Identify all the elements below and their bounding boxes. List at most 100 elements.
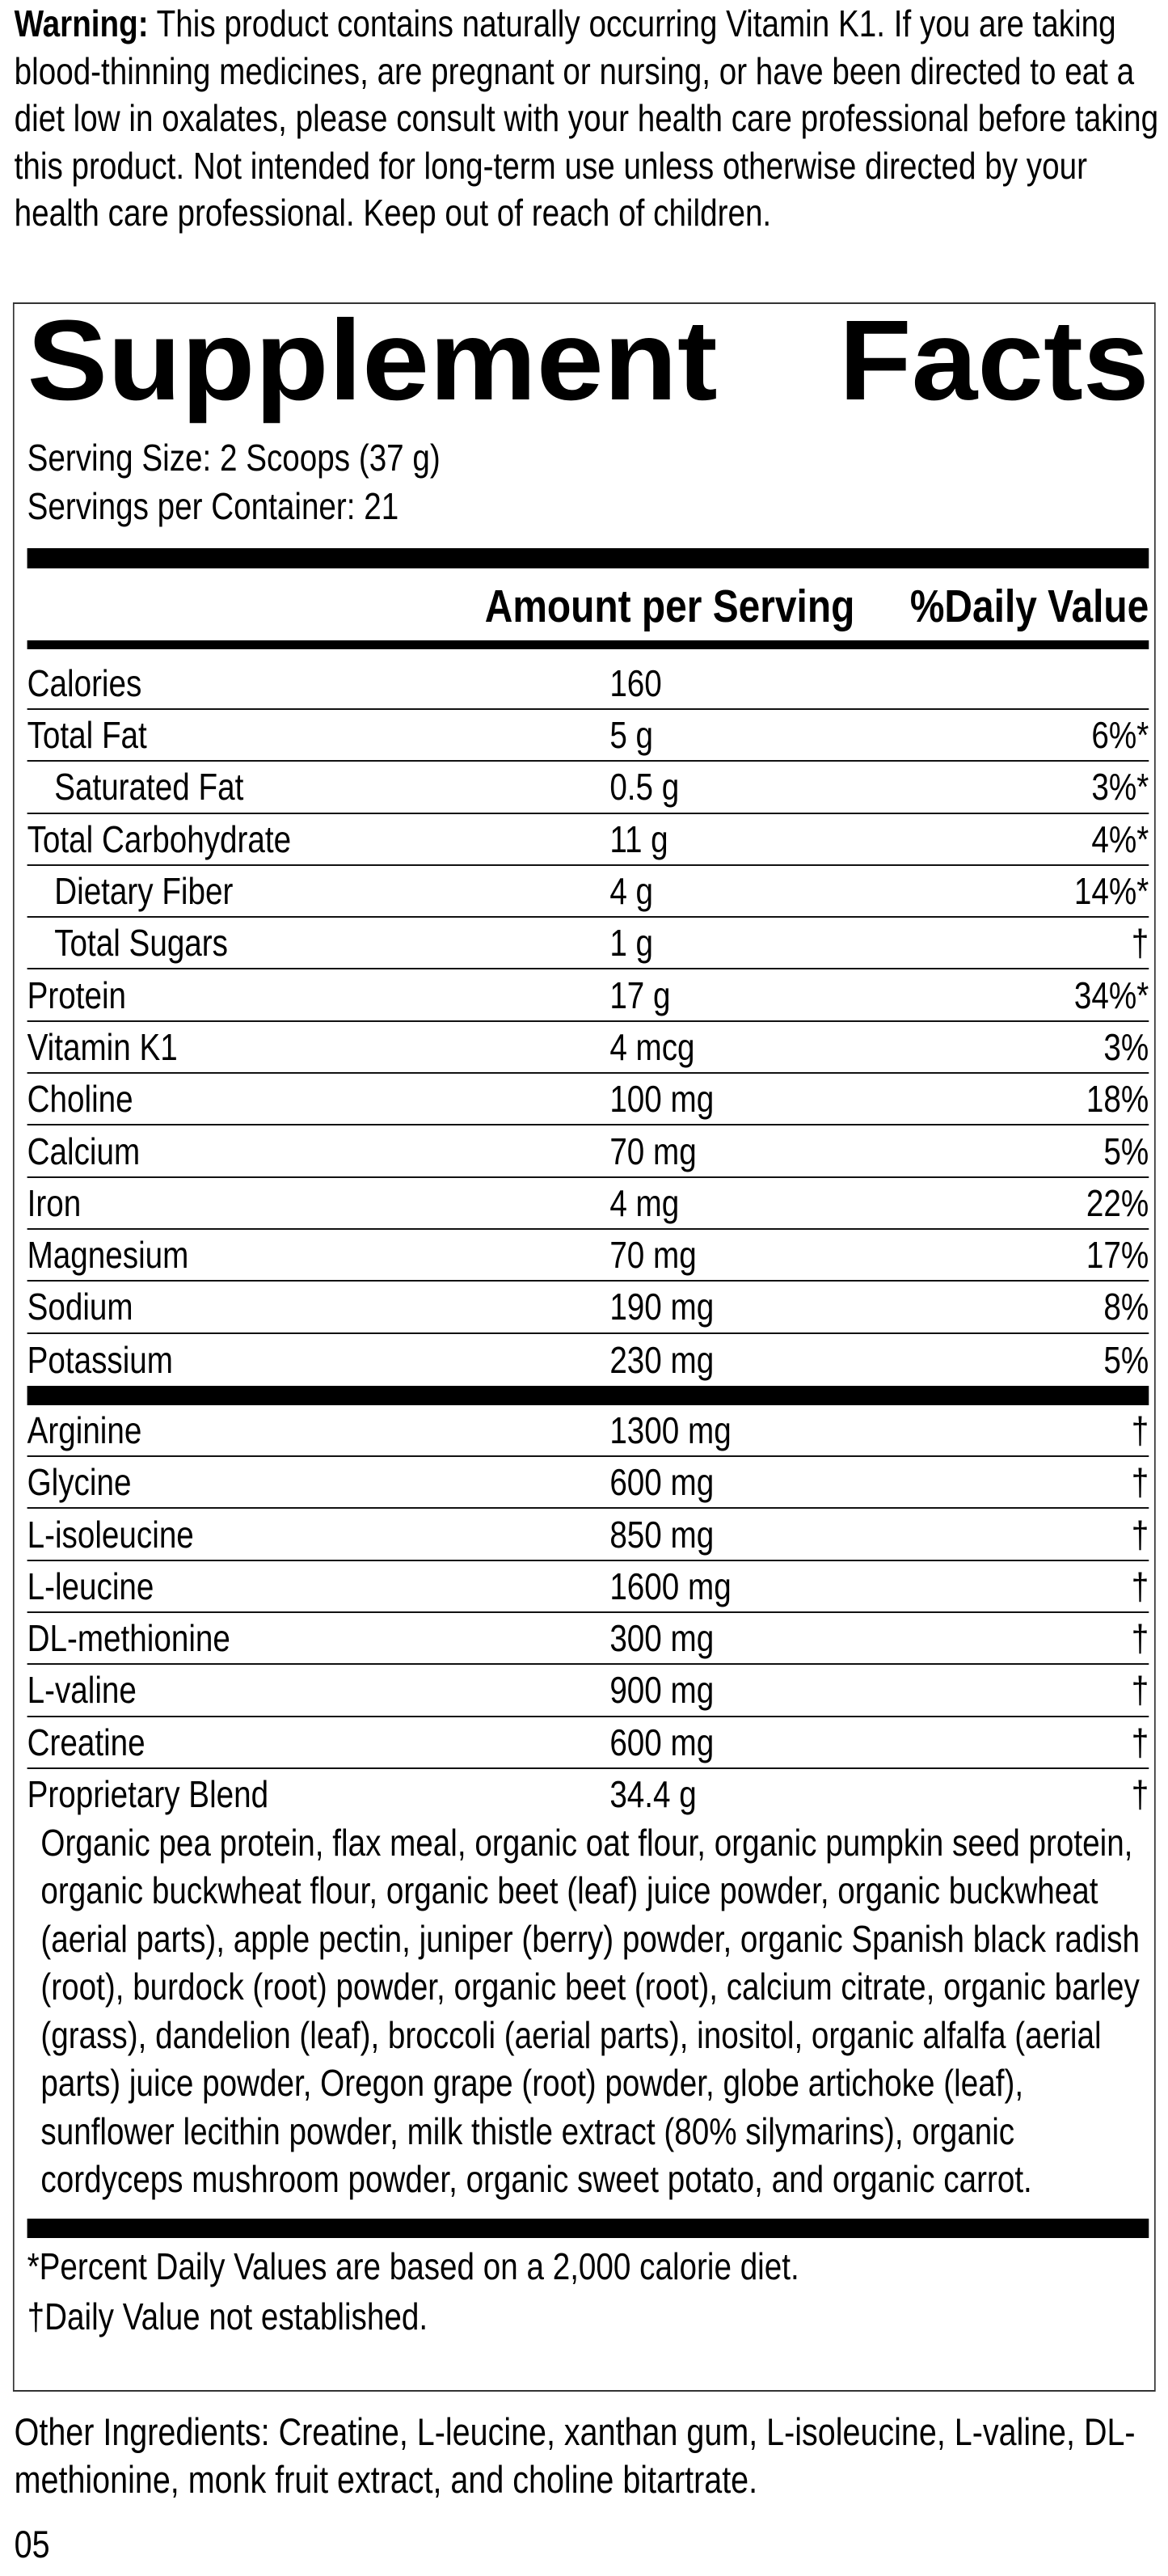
warning-label: Warning: <box>14 2 149 44</box>
row-daily-value: † <box>1131 1513 1149 1556</box>
servings-per-container: Servings per Container: 21 <box>27 485 399 527</box>
table-row: Protein 17 g 34%* <box>27 969 1149 1022</box>
row-amount: 600 mg <box>609 1721 715 1763</box>
row-amount: 1600 mg <box>609 1565 732 1607</box>
row-amount: 230 mg <box>609 1338 715 1381</box>
table-row: Choline 100 mg 18% <box>27 1074 1149 1126</box>
row-daily-value: 4%* <box>1091 817 1149 860</box>
divider-thick <box>27 548 1149 568</box>
row-daily-value: 8% <box>1103 1286 1149 1328</box>
row-name: Saturated Fat <box>54 766 244 809</box>
table-row: Potassium 230 mg 5% <box>27 1334 1149 1386</box>
row-name: Protein <box>27 973 127 1016</box>
row-daily-value: 18% <box>1086 1078 1149 1121</box>
row-name: L-isoleucine <box>27 1513 194 1556</box>
row-daily-value: 17% <box>1086 1234 1149 1277</box>
row-amount: 5 g <box>609 714 654 757</box>
blend-amount: 34.4 g <box>609 1772 697 1815</box>
row-amount: 160 <box>609 662 662 704</box>
warning-statement: Warning: This product contains naturally… <box>0 0 1168 284</box>
table-row: Total Carbohydrate 11 g 4%* <box>27 814 1149 866</box>
row-amount: 11 g <box>609 817 668 860</box>
table-row: Total Sugars 1 g † <box>27 918 1149 970</box>
row-name: DL-methionine <box>27 1617 230 1660</box>
blend-daily-value: † <box>1131 1772 1149 1815</box>
row-amount: 70 mg <box>609 1234 697 1277</box>
blend-ingredients: Organic pea protein, flax meal, organic … <box>40 1821 1140 2201</box>
row-daily-value: † <box>1131 1461 1149 1504</box>
row-name: L-valine <box>27 1669 137 1712</box>
table-row: Total Fat 5 g 6%* <box>27 710 1149 762</box>
row-daily-value: † <box>1131 1565 1149 1607</box>
divider-thick <box>27 1385 1149 1405</box>
table-row: L-leucine 1600 mg † <box>27 1561 1149 1614</box>
row-name: Iron <box>27 1181 82 1224</box>
row-daily-value: † <box>1131 922 1149 965</box>
row-daily-value: 5% <box>1103 1130 1149 1172</box>
row-amount: 100 mg <box>609 1078 715 1121</box>
table-row: DL-methionine 300 mg † <box>27 1613 1149 1666</box>
row-amount: 17 g <box>609 973 671 1016</box>
table-row: Sodium 190 mg 8% <box>27 1282 1149 1334</box>
row-amount: 190 mg <box>609 1286 715 1328</box>
warning-text: This product contains naturally occurrin… <box>14 2 1159 234</box>
row-name: Vitamin K1 <box>27 1025 178 1068</box>
row-amount: 0.5 g <box>609 766 680 809</box>
table-row: Dietary Fiber 4 g 14%* <box>27 866 1149 918</box>
other-ingredients: Other Ingredients: Creatine, L-leucine, … <box>14 2410 1136 2501</box>
row-amount: 300 mg <box>609 1617 715 1660</box>
row-daily-value: † <box>1131 1669 1149 1712</box>
row-daily-value: 34%* <box>1073 973 1149 1016</box>
row-name: Sodium <box>27 1286 133 1328</box>
table-row: Glycine 600 mg † <box>27 1457 1149 1510</box>
table-row: Creatine 600 mg † <box>27 1717 1149 1769</box>
row-name: Total Carbohydrate <box>27 817 292 860</box>
table-row: Calcium 70 mg 5% <box>27 1125 1149 1178</box>
table-row: Magnesium 70 mg 17% <box>27 1230 1149 1282</box>
title-word-supplement: Supplement <box>27 296 718 424</box>
row-daily-value: 3% <box>1103 1025 1149 1068</box>
row-name: Total Sugars <box>54 922 228 965</box>
header-daily-value: %Daily Value <box>909 580 1149 632</box>
title-word-facts: Facts <box>838 296 1149 424</box>
table-row: Iron 4 mg 22% <box>27 1178 1149 1230</box>
row-daily-value: † <box>1131 1721 1149 1763</box>
row-name: Calcium <box>27 1130 141 1172</box>
header-amount: Amount per Serving <box>484 580 855 632</box>
row-amount: 900 mg <box>609 1669 715 1712</box>
nutrient-list: Calories 160 Total Fat 5 g 6%* Saturated Fat 0… <box>27 649 1149 1386</box>
row-daily-value: 14%* <box>1073 870 1149 913</box>
table-row: Saturated Fat 0.5 g 3%* <box>27 762 1149 814</box>
label-code: 05 <box>14 2523 50 2565</box>
table-row: Arginine 1300 mg † <box>27 1405 1149 1458</box>
column-header: Amount per Serving %Daily Value <box>27 568 1149 640</box>
row-name: Glycine <box>27 1461 132 1504</box>
table-row: L-isoleucine 850 mg † <box>27 1509 1149 1561</box>
table-row: Vitamin K1 4 mcg 3% <box>27 1022 1149 1075</box>
row-amount: 4 mg <box>609 1181 680 1224</box>
footnote-dagger: †Daily Value not established. <box>27 2295 428 2337</box>
footnote-daily-value: *Percent Daily Values are based on a 2,0… <box>27 2244 799 2287</box>
row-daily-value: † <box>1131 1617 1149 1660</box>
row-name: Arginine <box>27 1409 142 1451</box>
supplement-facts-panel: Supplement Facts Serving Size: 2 Scoops … <box>12 299 1156 2392</box>
row-name: Dietary Fiber <box>54 870 234 913</box>
row-name: L-leucine <box>27 1565 154 1607</box>
row-name: Total Fat <box>27 714 147 757</box>
row-name: Creatine <box>27 1721 145 1763</box>
row-amount: 850 mg <box>609 1513 715 1556</box>
table-row: L-valine 900 mg † <box>27 1665 1149 1717</box>
row-amount: 600 mg <box>609 1461 715 1504</box>
proprietary-blend-row: Proprietary Blend 34.4 g † <box>27 1769 1149 1819</box>
divider-thin <box>27 640 1149 649</box>
panel-title: Supplement Facts <box>27 299 1149 420</box>
row-amount: 4 g <box>609 870 654 913</box>
blend-name: Proprietary Blend <box>27 1772 269 1815</box>
row-daily-value: 22% <box>1086 1181 1149 1224</box>
row-daily-value: 6%* <box>1091 714 1149 757</box>
row-daily-value: † <box>1131 1409 1149 1451</box>
row-name: Choline <box>27 1078 133 1121</box>
row-name: Magnesium <box>27 1234 189 1277</box>
table-row: Calories 160 <box>27 649 1149 710</box>
